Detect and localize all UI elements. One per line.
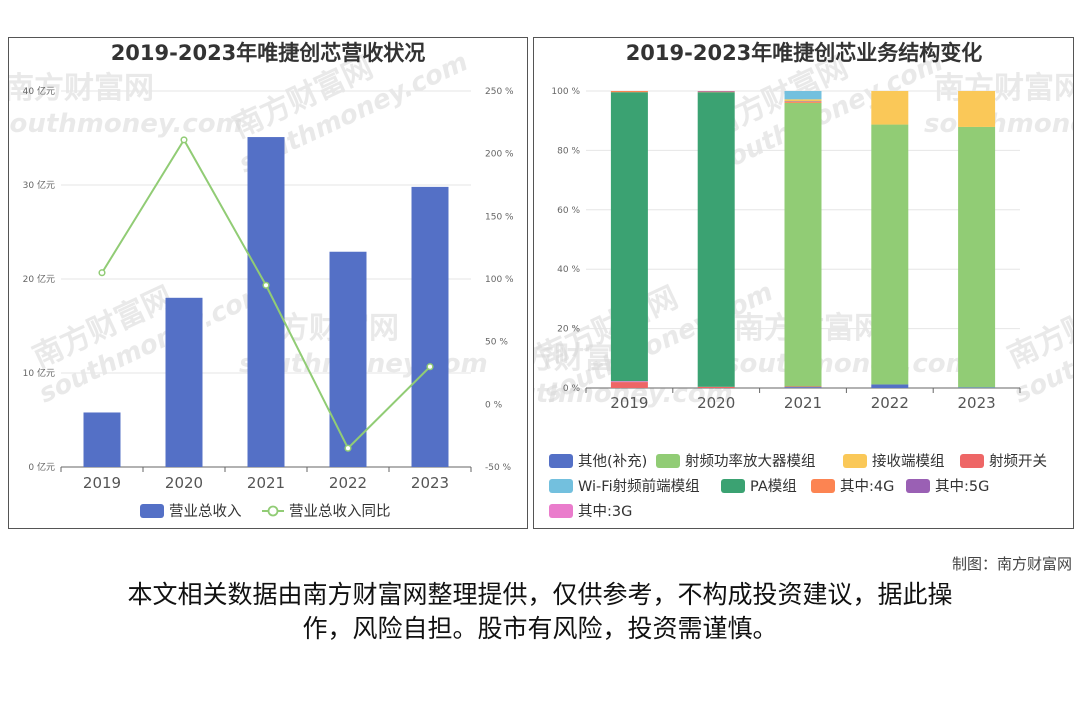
y-left-tick-label: 20 亿元: [23, 273, 55, 285]
x-tick-label: 2021: [247, 474, 285, 492]
y-right-tick-label: 250 %: [485, 87, 514, 97]
y-right-tick-label: 100 %: [485, 275, 514, 285]
x-tick-label: 2020: [697, 394, 735, 412]
y-right-tick-label: 150 %: [485, 212, 514, 222]
structure-bar-segment: [784, 386, 822, 388]
watermark-text: 南方财富网: [9, 71, 154, 106]
x-tick-label: 2019: [610, 394, 648, 412]
legend-swatch-yoy-marker: [267, 505, 279, 517]
x-tick-label: 2023: [958, 394, 996, 412]
legend-swatch: [960, 454, 984, 468]
structure-bar-segment: [697, 91, 735, 93]
x-tick-label: 2020: [165, 474, 203, 492]
legend-label: 射频开关: [989, 453, 1047, 470]
revenue-chart-panel: 南方财富网 southmoney.com 南方财富网 southmoney.com 南方…: [8, 37, 528, 529]
legend-label: 其中:3G: [578, 503, 632, 520]
x-tick-label: 2022: [329, 474, 367, 492]
legend-label: 其中:4G: [840, 478, 894, 495]
revenue-chart: 南方财富网southmoney.com南方财富网southmoney.com南方…: [9, 41, 514, 520]
y-tick-label: 100 %: [551, 87, 580, 97]
structure-bar-segment: [784, 91, 822, 100]
revenue-bar: [165, 297, 203, 467]
watermark-text: southmoney.com: [724, 349, 973, 379]
chart-title: 2019-2023年唯捷创芯营收状况: [111, 41, 426, 65]
y-right-tick-label: 200 %: [485, 150, 514, 160]
structure-bar-segment: [958, 91, 996, 127]
legend-swatch: [906, 479, 930, 493]
legend-swatch: [549, 479, 573, 493]
legend-swatch-revenue: [140, 504, 164, 518]
structure-bar-segment: [784, 102, 822, 387]
legend-swatch: [549, 454, 573, 468]
legend-swatch: [843, 454, 867, 468]
disclaimer-line-1: 本文相关数据由南方财富网整理提供，仅供参考，不构成投资建议，据此操: [127, 580, 953, 609]
y-left-tick-label: 30 亿元: [23, 179, 55, 191]
x-tick-label: 2019: [83, 474, 121, 492]
disclaimer-line-2: 作，风险自担。股市有风险，投资需谨慎。: [302, 614, 778, 643]
revenue-bar: [411, 186, 449, 467]
y-right-tick-label: 50 %: [485, 338, 508, 348]
revenue-bar: [83, 412, 121, 467]
yoy-growth-point: [180, 136, 188, 144]
y-right-tick-label: -50 %: [485, 463, 512, 473]
disclaimer: 本文相关数据由南方财富网整理提供，仅供参考，不构成投资建议，据此操 作，风险自担…: [0, 578, 1080, 646]
structure-bar-segment: [784, 101, 822, 102]
x-tick-label: 2022: [871, 394, 909, 412]
structure-bar-segment: [610, 381, 648, 383]
structure-bar-segment: [697, 386, 735, 388]
y-tick-label: 80 %: [557, 146, 580, 156]
structure-chart: 南方财富网southmoney.com南方财富网southmoney.com南方…: [534, 41, 1073, 520]
legend-swatch: [549, 504, 573, 518]
legend-swatch: [656, 454, 680, 468]
x-tick-label: 2021: [784, 394, 822, 412]
y-left-tick-label: 10 亿元: [23, 367, 55, 379]
structure-bar-segment: [871, 91, 909, 125]
legend-label: 其他(补充): [578, 453, 647, 470]
y-left-tick-label: 40 亿元: [23, 85, 55, 97]
y-tick-label: 20 %: [557, 325, 580, 335]
structure-bar-segment: [610, 382, 648, 388]
chart-credit: 制图：南方财富网: [951, 555, 1072, 573]
y-left-tick-label: 0 亿元: [28, 461, 55, 473]
legend-swatch: [721, 479, 745, 493]
y-tick-label: 0 %: [563, 384, 581, 394]
revenue-bar: [247, 137, 285, 467]
legend-label: 其中:5G: [935, 478, 989, 495]
x-tick-label: 2023: [411, 474, 449, 492]
structure-bar-segment: [697, 92, 735, 387]
structure-bar-segment: [784, 387, 822, 388]
legend-label-yoy: 营业总收入同比: [289, 503, 391, 520]
y-right-tick-label: 0 %: [485, 400, 503, 410]
legend-label: PA模组: [750, 478, 797, 495]
legend-swatch: [811, 479, 835, 493]
yoy-growth-point: [98, 269, 106, 277]
yoy-growth-point: [426, 363, 434, 371]
structure-bar-segment: [958, 387, 996, 388]
structure-bar-segment: [784, 101, 822, 103]
legend-label: 接收端模组: [872, 453, 945, 470]
structure-bar-segment: [958, 126, 996, 388]
structure-bar-segment: [610, 91, 648, 93]
y-tick-label: 40 %: [557, 265, 580, 275]
legend-label-revenue: 营业总收入: [169, 503, 242, 520]
yoy-growth-point: [262, 281, 270, 289]
structure-bar-segment: [871, 384, 909, 388]
structure-bar-segment: [610, 92, 648, 382]
watermark-text: southmoney.com: [9, 109, 243, 139]
structure-bar-segment: [871, 124, 909, 385]
legend-label: Wi-Fi射频前端模组: [578, 478, 700, 495]
revenue-bar: [329, 251, 367, 467]
watermark-text: southmoney.com: [924, 109, 1073, 139]
structure-bar-segment: [784, 99, 822, 102]
legend-label: 射频功率放大器模组: [685, 453, 816, 470]
watermark-text: 南方财富网: [934, 71, 1073, 106]
structure-bar-segment: [697, 91, 735, 92]
chart-title: 2019-2023年唯捷创芯业务结构变化: [626, 41, 983, 65]
structure-chart-panel: 南方财富网southmoney.com南方财富网southmoney.com南方…: [533, 37, 1074, 529]
yoy-growth-point: [344, 444, 352, 452]
y-tick-label: 60 %: [557, 206, 580, 216]
